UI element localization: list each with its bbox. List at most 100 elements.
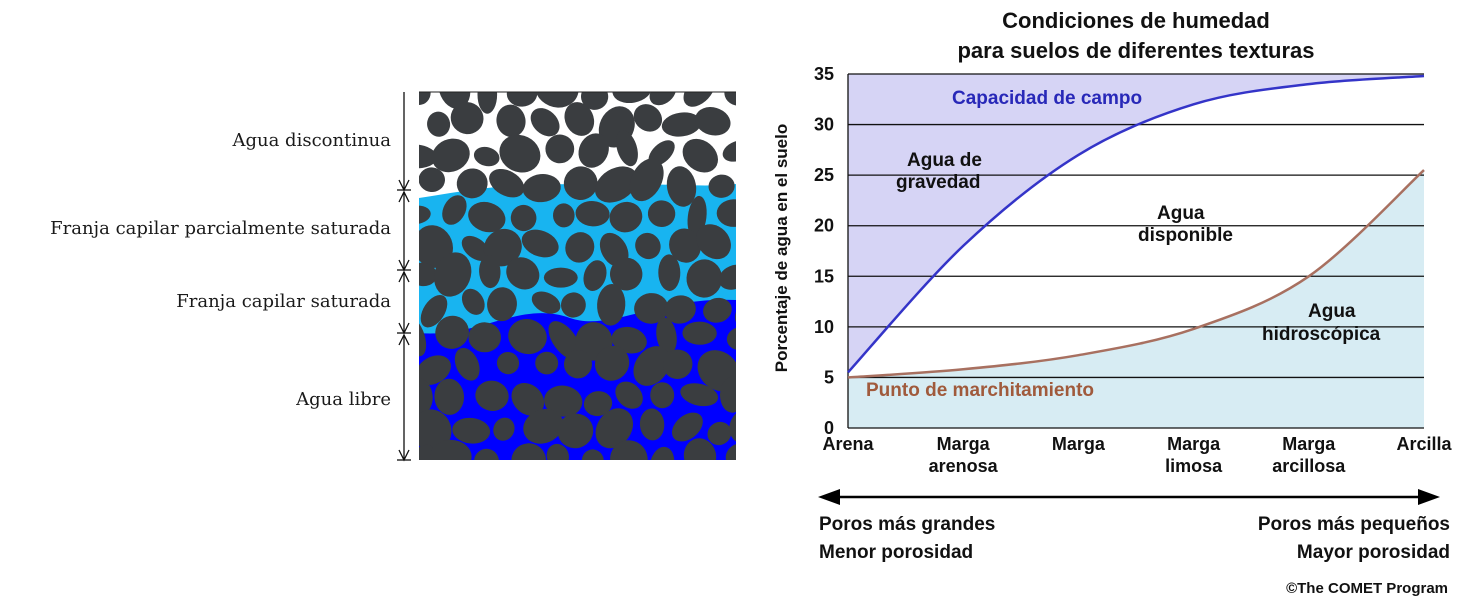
stone: [733, 226, 760, 265]
zone-label-saturated-capillary: Franja capilar saturada: [176, 291, 391, 312]
zone-label-free-water: Agua libre: [296, 389, 391, 410]
stone: [683, 438, 717, 460]
stone: [511, 443, 547, 460]
stone: [434, 252, 472, 297]
stone: [666, 166, 697, 207]
stone: [633, 346, 671, 386]
stone: [635, 232, 661, 260]
stone: [543, 267, 578, 288]
stone: [682, 321, 717, 345]
stone: [611, 326, 647, 354]
stone: [419, 262, 437, 287]
x-tick-label-line2: limosa: [1165, 456, 1223, 476]
y-tick-label: 15: [814, 266, 834, 286]
label-available-water-2: disponible: [1138, 225, 1233, 246]
stone: [703, 297, 732, 323]
stone: [419, 317, 427, 357]
chart-title-line2: para suelos de diferentes texturas: [957, 38, 1315, 63]
stone: [707, 421, 732, 446]
x-tick-label-line1: Arena: [822, 434, 874, 454]
field-capacity-line: [847, 74, 1425, 374]
stone: [431, 138, 470, 173]
stone: [557, 413, 594, 449]
stone: [680, 383, 719, 407]
y-tick-label: 35: [814, 64, 834, 84]
stone: [650, 382, 675, 409]
hygroscopic-water-region: [848, 170, 1424, 428]
label-hygroscopic-water-2: hidroscópica: [1262, 324, 1381, 345]
y-tick-label: 5: [824, 367, 834, 387]
label-gravity-water-2: gravedad: [896, 172, 981, 193]
stone: [468, 201, 506, 233]
note-right-line1: Poros más pequeños: [1257, 514, 1450, 535]
zone-label-partial-capillary: Franja capilar parcialmente saturada: [50, 218, 391, 239]
x-tick-label-line1: Arcilla: [1396, 434, 1452, 454]
stone: [510, 204, 537, 232]
stone: [719, 376, 736, 413]
stone: [419, 444, 434, 460]
x-tick-label-line1: Marga: [1051, 434, 1105, 454]
stone: [616, 130, 638, 167]
stone: [544, 385, 583, 417]
x-tick-label: Marga arcillosa: [1249, 433, 1369, 477]
stone: [552, 203, 575, 228]
stone: [442, 195, 467, 225]
stone: [578, 133, 609, 168]
stone: [722, 140, 736, 162]
stone: [450, 102, 484, 135]
stone: [452, 417, 491, 444]
stone: [419, 167, 445, 193]
stone: [419, 355, 451, 385]
stone: [499, 134, 541, 173]
stone: [475, 380, 509, 411]
stone: [581, 449, 604, 460]
stone: [419, 205, 431, 225]
zone-markers: [397, 92, 411, 462]
stone: [662, 349, 693, 380]
stone: [740, 99, 760, 145]
stone: [563, 350, 593, 379]
stone: [629, 158, 664, 202]
stone: [419, 144, 438, 169]
label-hygroscopic-water-1: Agua: [1308, 301, 1356, 322]
porosity-arrow: [818, 489, 1440, 505]
stone: [419, 409, 452, 452]
wilting-point-line: [847, 169, 1425, 379]
stone: [419, 225, 453, 268]
stone: [420, 294, 448, 328]
stone: [546, 443, 569, 460]
stone: [456, 168, 488, 199]
stone: [716, 199, 736, 227]
stone: [489, 169, 525, 198]
stone: [739, 165, 760, 206]
stone: [658, 254, 681, 291]
stone: [610, 440, 648, 460]
stone: [581, 92, 609, 110]
y-axis-label: Porcentaje de agua en el suelo: [772, 123, 791, 373]
stone: [531, 291, 561, 314]
stone: [454, 347, 480, 381]
stone: [427, 111, 451, 137]
stone: [534, 92, 579, 108]
stone: [661, 112, 702, 137]
stone: [726, 326, 736, 351]
stone: [438, 92, 471, 109]
stone: [511, 383, 545, 416]
y-tick-label: 25: [814, 165, 834, 185]
stone: [656, 317, 677, 355]
stone: [708, 174, 735, 198]
stone: [560, 292, 586, 318]
x-tick-label: Marga: [1018, 433, 1138, 455]
stone: [435, 315, 469, 349]
stone: [563, 166, 598, 201]
stone: [725, 443, 736, 460]
moisture-chart: 0 5 10 15 20 25 30 35: [814, 64, 1440, 505]
label-available-water-1: Agua: [1157, 203, 1205, 224]
stone: [535, 351, 559, 375]
stone: [633, 104, 663, 132]
stone: [564, 102, 595, 136]
stone: [671, 412, 703, 442]
stone: [575, 201, 610, 227]
copyright-credit: ©The COMET Program: [1286, 580, 1448, 597]
y-tick-label: 30: [814, 115, 834, 135]
